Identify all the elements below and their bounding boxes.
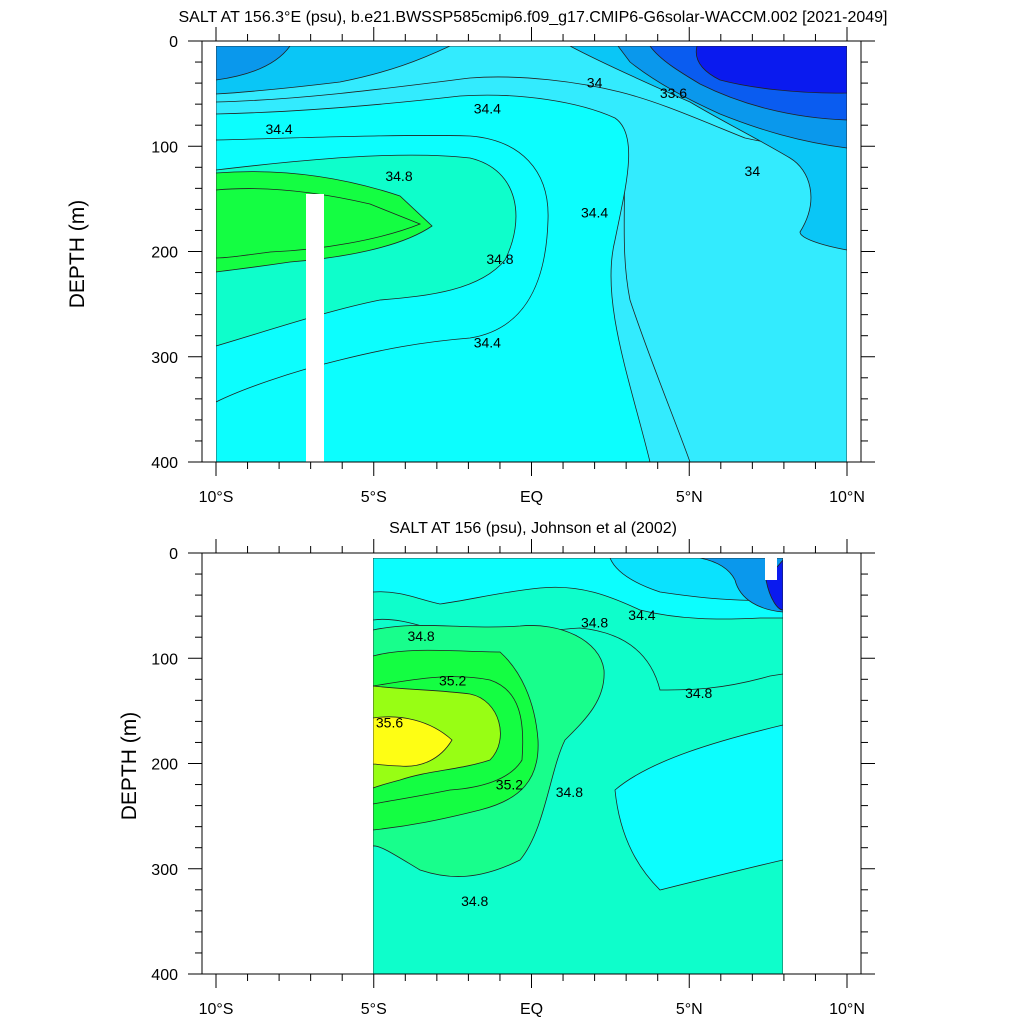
x-tick-label: 10°N (829, 489, 865, 506)
missing-data-cell (765, 558, 777, 580)
x-tick-label: 5°N (676, 1001, 703, 1018)
salinity-band-35.8 (373, 716, 453, 767)
contour-label: 34.8 (581, 614, 608, 630)
panel-1-contour-fill (216, 46, 847, 462)
x-tick-label: 5°S (361, 489, 387, 506)
salinity-band-33.4-east (695, 46, 847, 94)
contour-label: 34.8 (486, 251, 513, 267)
panel-1-title: SALT AT 156.3°E (psu), b.e21.BWSSP585cmi… (179, 9, 888, 26)
panel-2-contour-labels: 34.8 34.8 34.4 35.2 35.6 34.8 35.2 34.8 34.8 (376, 607, 713, 909)
x-tick-label: 5°N (676, 489, 703, 506)
contour-label: 34.8 (407, 628, 434, 644)
salinity-band-33.6-east (765, 559, 783, 611)
contour-label: 35.6 (376, 714, 403, 730)
panel-1-contour-labels: 34 33.6 34.4 34.4 34.8 34.4 34 34.8 34.4 (265, 74, 760, 350)
y-tick-label: 400 (151, 967, 178, 984)
contour-label: 34.4 (628, 607, 655, 623)
x-tick-label: 10°S (199, 489, 234, 506)
contour-label: 35.2 (439, 673, 466, 689)
y-tick-label: 100 (151, 651, 178, 668)
y-tick-label: 400 (151, 455, 178, 472)
x-tick-label: EQ (520, 1001, 543, 1018)
contour-label: 34.8 (385, 168, 412, 184)
x-tick-label: 10°S (199, 1001, 234, 1018)
contour-label: 34.8 (556, 784, 583, 800)
contour-label: 34.4 (474, 100, 501, 116)
y-tick-label: 0 (169, 546, 178, 563)
x-tick-label: 5°S (361, 1001, 387, 1018)
panel-1-y-axis-label: DEPTH (m) (66, 200, 89, 309)
panel-1-axes: 0 100 200 300 400 10°S 5°S EQ 5°N 10°N (151, 27, 875, 506)
contour-label: 35.2 (496, 777, 523, 793)
x-tick-label: 10°N (829, 1001, 865, 1018)
y-tick-label: 300 (151, 350, 178, 367)
panel-2-y-axis-label: DEPTH (m) (118, 712, 141, 821)
panel-observed: SALT AT 156 (psu), Johnson et al (2002) … (118, 520, 875, 1018)
y-tick-label: 200 (151, 245, 178, 262)
missing-data-column (306, 194, 324, 462)
panel-2-title: SALT AT 156 (psu), Johnson et al (2002) (389, 520, 677, 537)
contour-label: 34 (587, 74, 603, 90)
salinity-band-33.8 (216, 46, 291, 81)
panel-model: SALT AT 156.3°E (psu), b.e21.BWSSP585cmi… (66, 9, 887, 506)
y-tick-label: 100 (151, 139, 178, 156)
panel-2-contour-fill (373, 558, 783, 974)
x-tick-label: EQ (520, 489, 543, 506)
salinity-band-34.6-lens (614, 724, 783, 891)
y-tick-label: 300 (151, 862, 178, 879)
contour-label: 34.4 (474, 334, 501, 350)
y-tick-label: 200 (151, 757, 178, 774)
y-tick-label: 0 (169, 34, 178, 51)
panel-2-axes: 0 100 200 300 400 10°S 5°S EQ 5°N 10°N (151, 539, 875, 1018)
contour-label: 34.8 (685, 685, 712, 701)
contour-label: 34.4 (265, 121, 292, 137)
contour-label: 34.4 (581, 204, 608, 220)
contour-label: 33.6 (660, 85, 687, 101)
contour-label: 34 (745, 163, 761, 179)
contour-label: 34.8 (461, 893, 488, 909)
salinity-band-34.0-east (699, 558, 783, 613)
